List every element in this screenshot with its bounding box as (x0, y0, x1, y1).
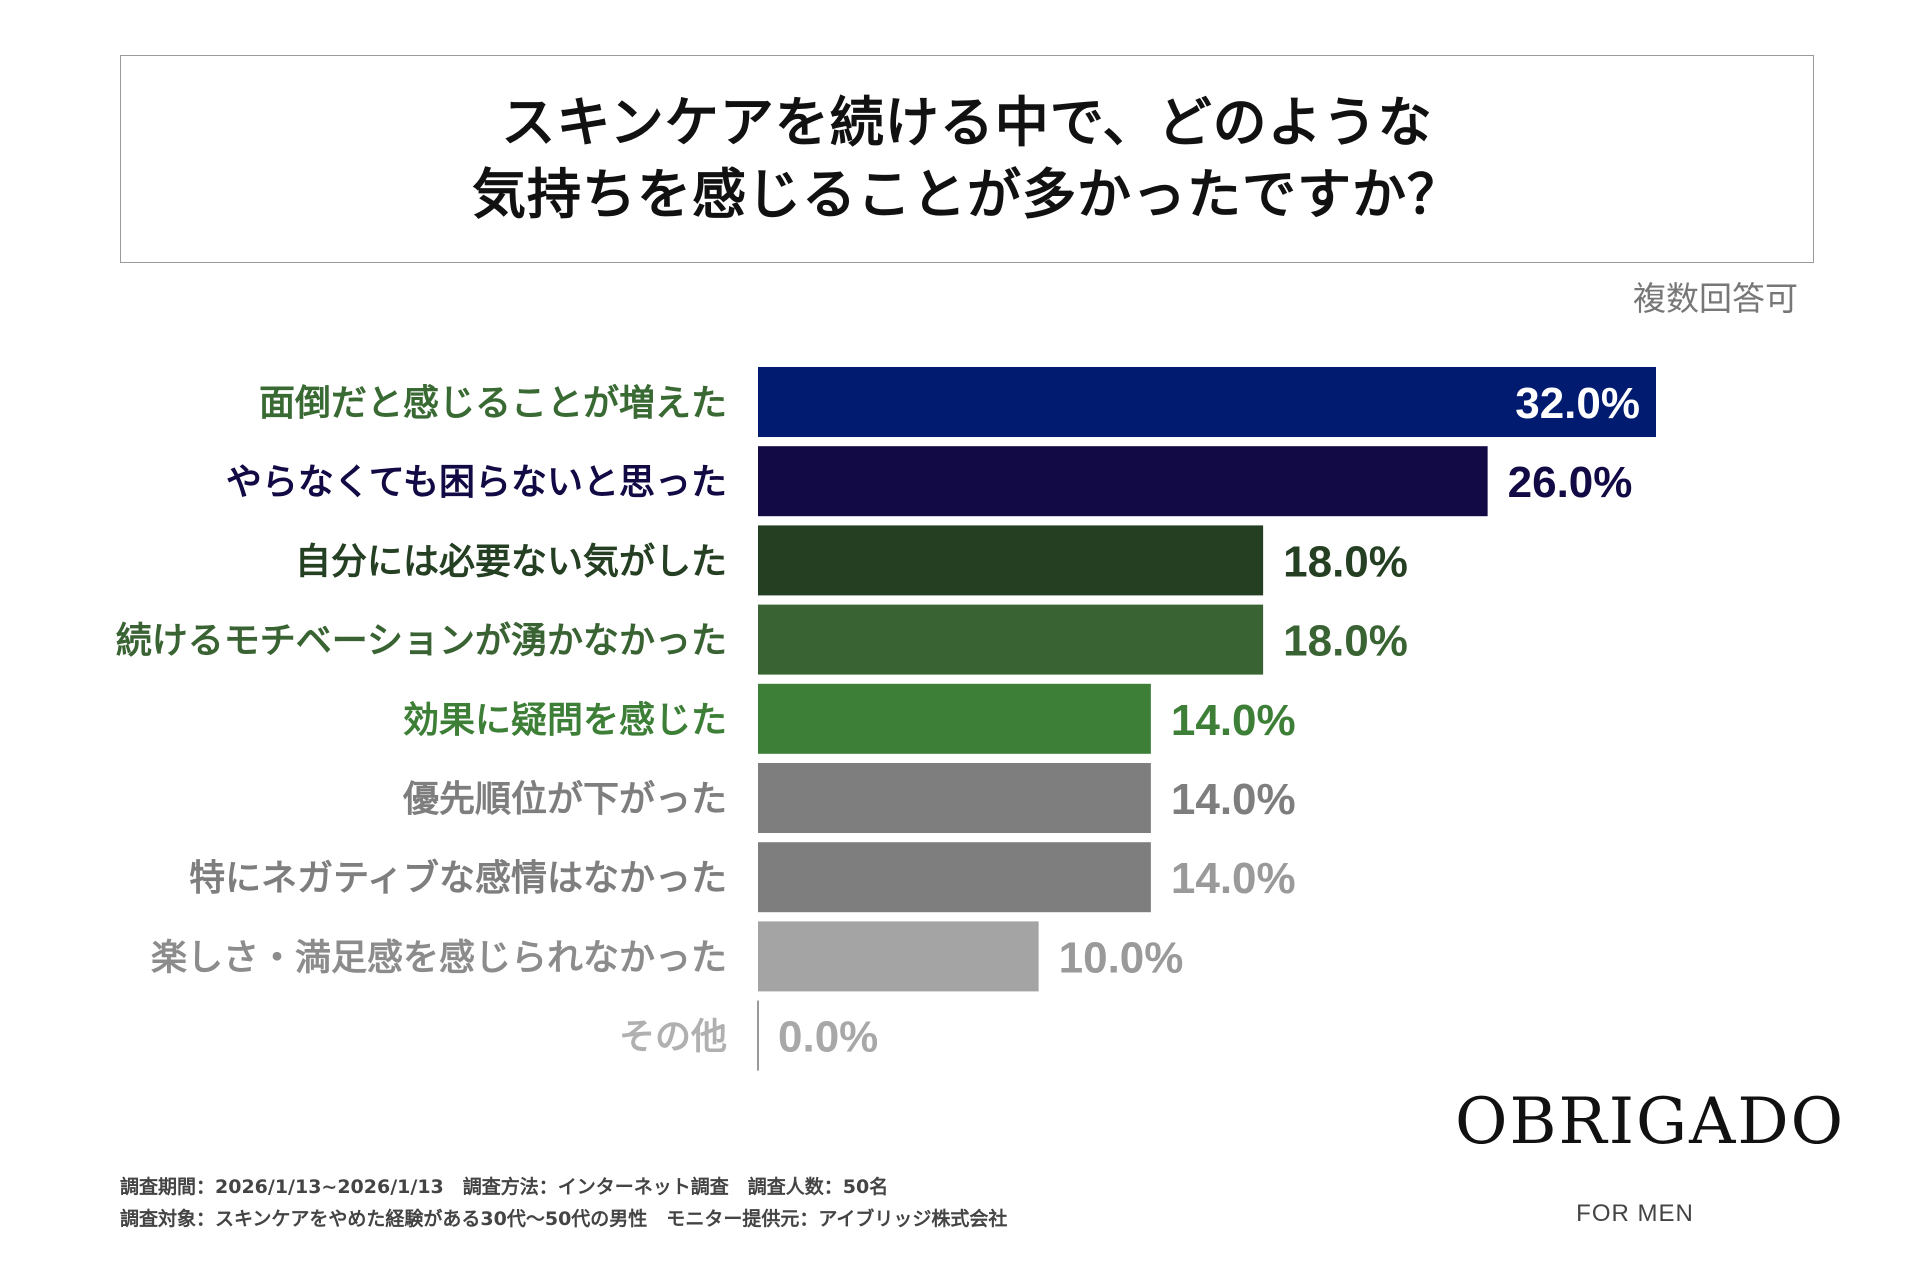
value-label-1: 26.0% (1508, 458, 1633, 507)
bar-0 (758, 367, 1656, 437)
value-label-3: 18.0% (1283, 617, 1408, 666)
category-label-0: 面倒だと感じることが増えた (259, 383, 727, 424)
category-label-4: 効果に疑問を感じた (403, 700, 727, 741)
multiple-answer-note: 複数回答可 (1633, 279, 1798, 318)
brand-tagline: FOR MEN (1576, 1200, 1694, 1227)
category-label-7: 楽しさ・満足感を感じられなかった (151, 937, 727, 978)
title-line-2: 気持ちを感じることが多かったですか？ (472, 163, 1462, 226)
value-label-4: 14.0% (1171, 696, 1296, 745)
bar-6 (758, 842, 1151, 913)
bar-1 (758, 446, 1488, 517)
category-label-2: 自分には必要ない気がした (295, 541, 727, 582)
value-label-2: 18.0% (1283, 537, 1408, 586)
category-label-8: その他 (619, 1017, 727, 1058)
value-label-5: 14.0% (1171, 775, 1296, 824)
value-label-0: 32.0% (1515, 379, 1640, 428)
title-box: スキンケアを続ける中で、どのような 気持ちを感じることが多かったですか？ (120, 55, 1814, 263)
value-label-6: 14.0% (1171, 854, 1296, 903)
category-label-6: 特にネガティブな感情はなかった (189, 857, 727, 899)
category-label-5: 優先順位が下がった (402, 779, 727, 820)
brand-logo: OBRIGADO (1455, 1085, 1846, 1159)
footer-survey-info: 調査期間：2026/1/13~2026/1/13 調査方法：インターネット調査 … (120, 1176, 889, 1198)
bar-5 (758, 763, 1151, 833)
value-label-8: 0.0% (778, 1013, 878, 1062)
bar-2 (758, 525, 1264, 596)
category-label-1: やらなくても困らないと思った (226, 462, 727, 503)
title-line-1: スキンケアを続ける中で、どのような (501, 91, 1433, 154)
value-label-7: 10.0% (1059, 933, 1184, 982)
category-label-3: 続けるモチベーションが湧かなかった (116, 621, 727, 662)
bar-3 (758, 604, 1264, 675)
bar-4 (758, 683, 1151, 754)
bar-7 (758, 921, 1039, 992)
footer-survey-target: 調査対象：スキンケアをやめた経験がある30代〜50代の男性 モニター提供元：アイ… (120, 1208, 1008, 1230)
